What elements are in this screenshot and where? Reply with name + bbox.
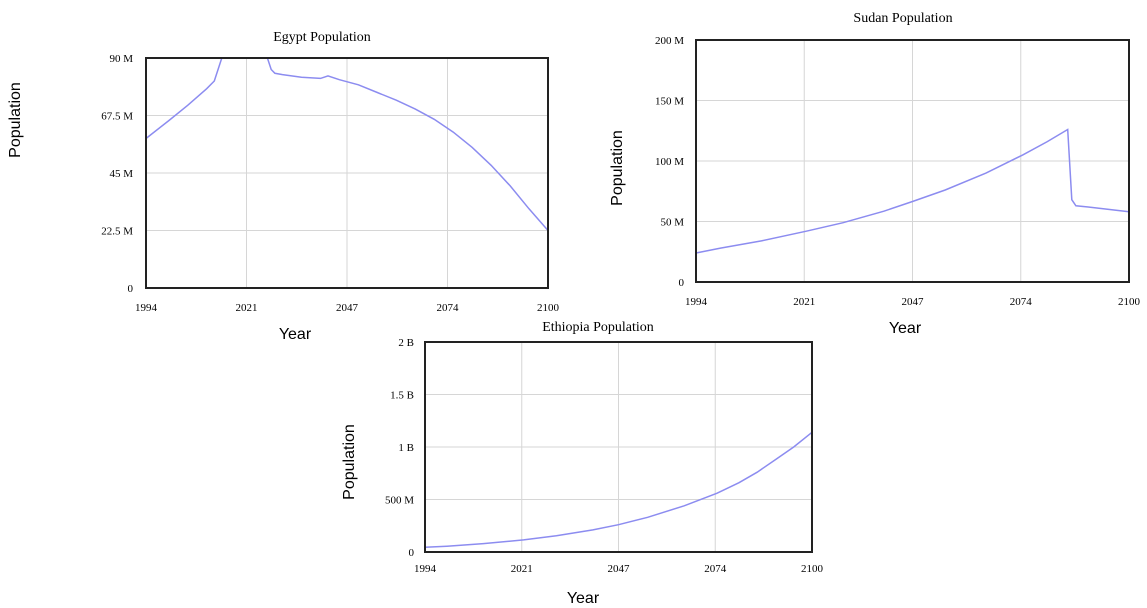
- egypt-x-tick-label: 2100: [537, 302, 560, 314]
- ethiopia-y-tick-label: 500 M: [385, 495, 414, 507]
- egypt-y-tick-label: 90 M: [109, 53, 133, 65]
- sudan-y-tick-label: 50 M: [660, 217, 684, 229]
- egypt-y-tick-label: 0: [128, 283, 134, 295]
- sudan-x-tick-label: 2021: [793, 296, 815, 308]
- ethiopia-y-axis-label: Population: [341, 424, 358, 500]
- ethiopia-population-chart: Ethiopia Population 1994 2021 2047 2074 2100 0…: [341, 320, 824, 607]
- sudan-y-tick-label: 100 M: [655, 156, 684, 168]
- ethiopia-x-tick-label: 1994: [414, 563, 437, 575]
- egypt-frame: [145, 57, 549, 289]
- sudan-y-tick-label: 200 M: [655, 35, 684, 47]
- egypt-series-line: [145, 57, 549, 231]
- ethiopia-x-tick-label: 2047: [608, 563, 631, 575]
- sudan-y-tick-label: 0: [679, 277, 685, 289]
- ethiopia-x-axis-label: Year: [567, 590, 600, 607]
- sudan-x-axis-label: Year: [889, 320, 922, 337]
- sudan-frame: [695, 39, 1130, 283]
- sudan-x-tick-label: 2100: [1118, 296, 1141, 308]
- sudan-y-axis-label: Population: [609, 130, 626, 206]
- egypt-y-tick-label: 22.5 M: [101, 226, 133, 238]
- egypt-title: Egypt Population: [273, 30, 371, 45]
- sudan-population-chart: Sudan Population 1994 2021 2047 2074 2100 0 50 …: [609, 11, 1141, 337]
- ethiopia-x-tick-label: 2074: [704, 563, 727, 575]
- egypt-population-chart: Egypt Population 1994 2021 2047 2074 2100 0 22.…: [7, 30, 560, 343]
- ethiopia-y-tick-label: 0: [409, 547, 415, 559]
- sudan-x-tick-label: 1994: [685, 296, 708, 308]
- sudan-x-tick-label: 2074: [1010, 296, 1033, 308]
- egypt-x-tick-label: 2021: [236, 302, 258, 314]
- ethiopia-y-tick-label: 2 B: [398, 337, 414, 349]
- egypt-x-tick-label: 2074: [437, 302, 460, 314]
- ethiopia-frame: [424, 341, 813, 553]
- egypt-x-tick-label: 1994: [135, 302, 158, 314]
- egypt-x-axis-label: Year: [279, 326, 312, 343]
- ethiopia-x-tick-label: 2021: [511, 563, 533, 575]
- sudan-y-tick-label: 150 M: [655, 96, 684, 108]
- ethiopia-y-tick-label: 1 B: [398, 442, 414, 454]
- egypt-y-tick-label: 67.5 M: [101, 111, 133, 123]
- sudan-title: Sudan Population: [853, 11, 952, 26]
- ethiopia-y-tick-label: 1.5 B: [390, 390, 414, 402]
- ethiopia-x-tick-label: 2100: [801, 563, 824, 575]
- ethiopia-title: Ethiopia Population: [542, 320, 654, 335]
- egypt-y-axis-label: Population: [7, 82, 24, 158]
- sudan-series-line: [695, 128, 1130, 254]
- egypt-x-tick-label: 2047: [336, 302, 359, 314]
- egypt-y-tick-label: 45 M: [109, 168, 133, 180]
- sudan-x-tick-label: 2047: [902, 296, 925, 308]
- ethiopia-series-line: [424, 431, 813, 549]
